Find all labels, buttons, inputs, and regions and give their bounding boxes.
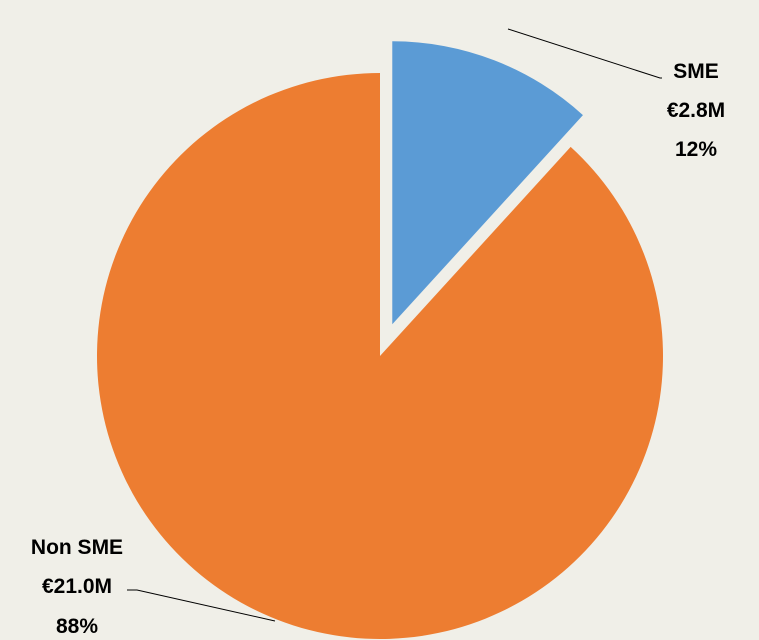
label-non-sme-name: Non SME bbox=[31, 536, 123, 559]
pie-slice-non-sme bbox=[97, 73, 664, 639]
label-non-sme-percent: 88% bbox=[56, 615, 98, 638]
label-sme-percent: 12% bbox=[675, 138, 717, 161]
leader-line-sme bbox=[507, 28, 662, 79]
label-sme-name: SME bbox=[673, 60, 719, 83]
pie-slice-sme bbox=[392, 41, 583, 325]
data-label-sme: SME €2.8M 12% bbox=[667, 60, 725, 161]
label-sme-value: €2.8M bbox=[667, 99, 725, 122]
label-non-sme-value: €21.0M bbox=[42, 575, 112, 598]
leader-line-non-sme bbox=[127, 589, 276, 622]
data-label-non-sme: Non SME €21.0M 88% bbox=[31, 536, 123, 638]
